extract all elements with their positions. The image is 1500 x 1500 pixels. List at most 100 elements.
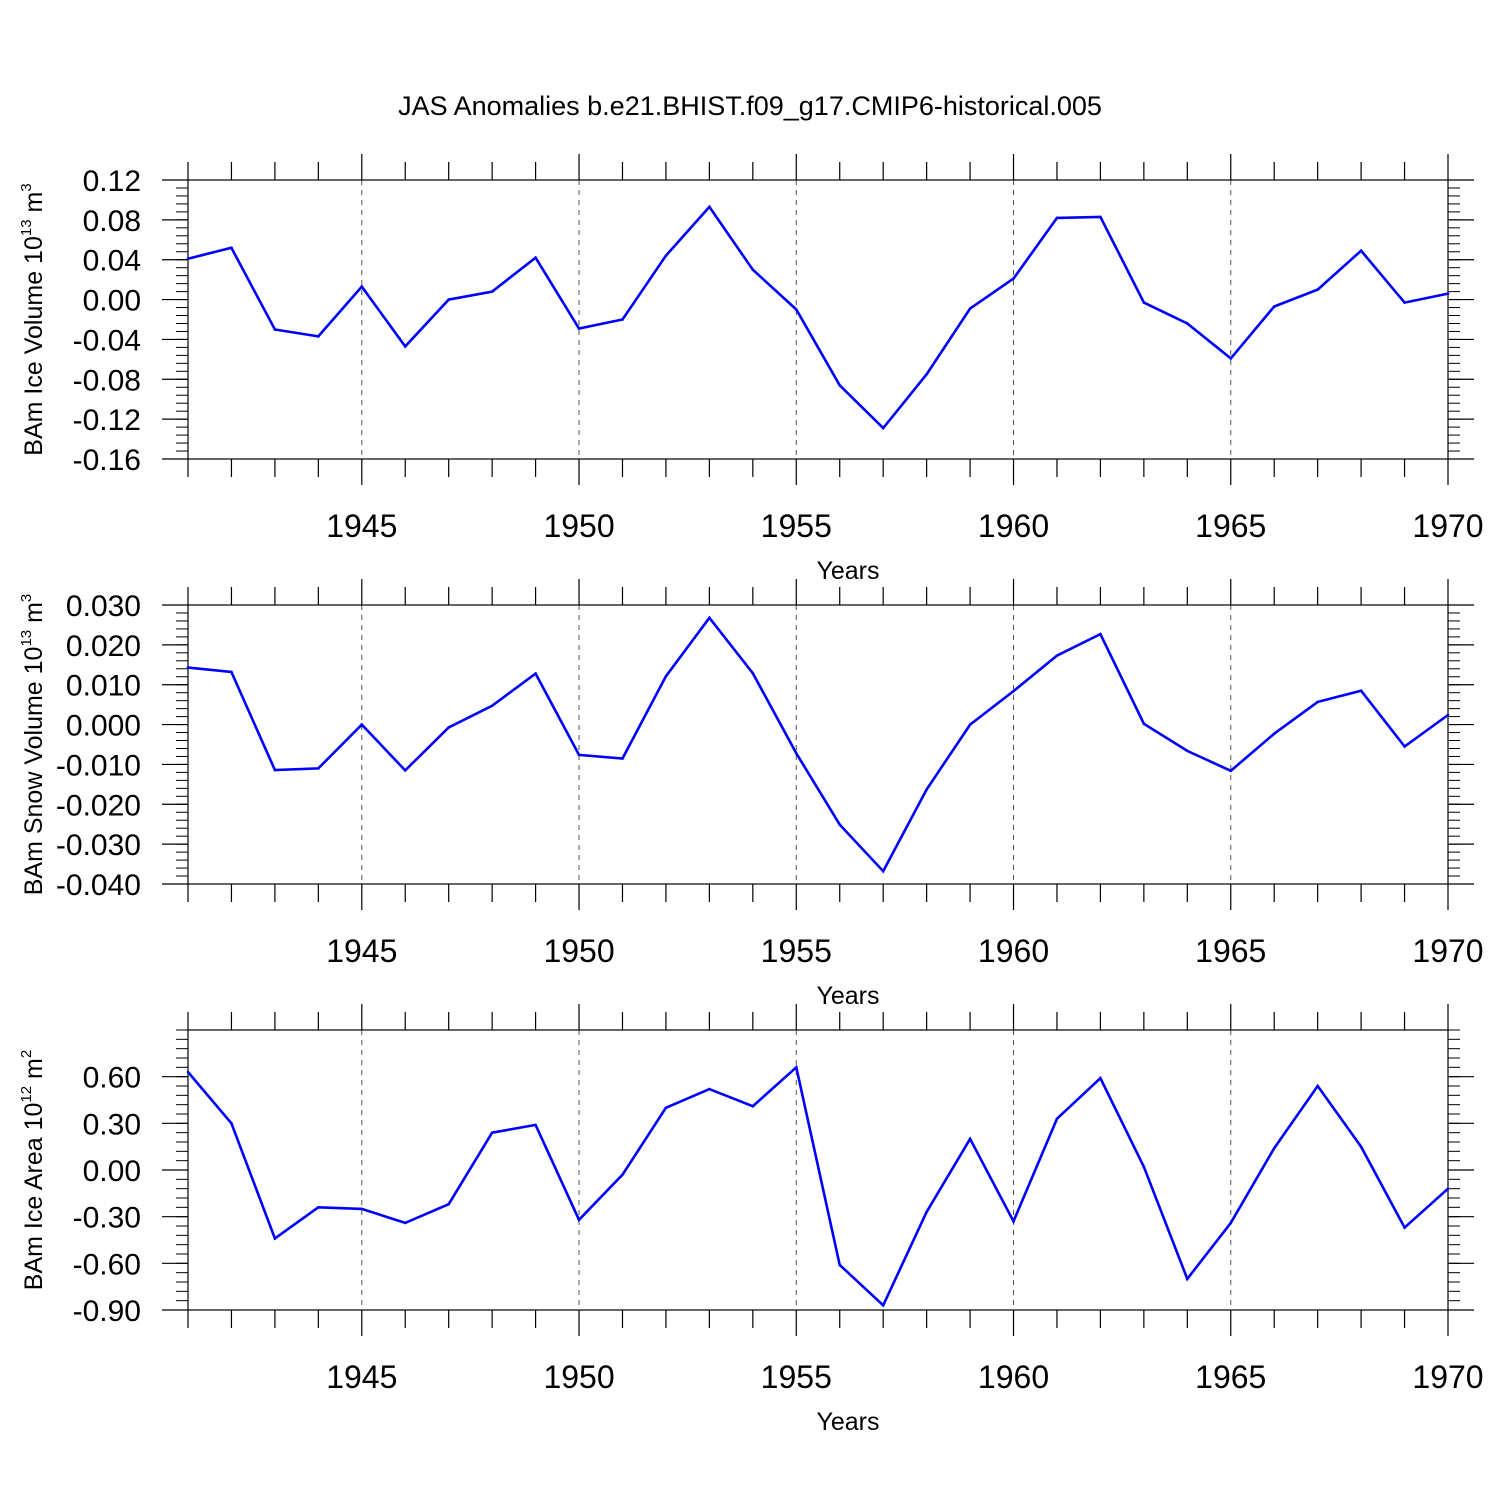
- data-point: [1142, 301, 1146, 304]
- data-point: [1229, 1221, 1233, 1225]
- data-point: [273, 1237, 277, 1240]
- data-point: [1055, 216, 1059, 220]
- data-point: [925, 788, 928, 791]
- data-point: [881, 869, 885, 873]
- series-line: [187, 204, 1449, 431]
- data-point: [490, 290, 494, 293]
- x-tick-label: 1955: [761, 508, 832, 544]
- y-tick-label: -0.12: [73, 404, 141, 437]
- data-point: [490, 1131, 494, 1134]
- data-point: [403, 1221, 407, 1225]
- data-point: [1055, 1117, 1059, 1120]
- data-point: [360, 285, 364, 288]
- data-point: [1229, 769, 1233, 773]
- y-tick-label: 0.000: [66, 710, 141, 743]
- data-point: [1446, 292, 1450, 295]
- data-point: [534, 672, 537, 675]
- y-tick-label: 0.010: [66, 670, 141, 703]
- data-point: [317, 1206, 320, 1209]
- y-axis-label: BAm Ice Volume 1013 m3: [18, 183, 48, 455]
- data-point: [1446, 713, 1450, 717]
- data-point: [794, 751, 798, 755]
- data-point: [968, 307, 972, 310]
- data-point: [1099, 1076, 1102, 1080]
- data-point: [577, 753, 581, 757]
- data-point: [1359, 689, 1363, 692]
- data-point: [1099, 632, 1102, 636]
- data-point: [403, 345, 407, 348]
- data-point: [1012, 277, 1015, 280]
- y-axis-label-part: BAm Ice Volume 10: [20, 236, 48, 456]
- y-tick-label: -0.04: [73, 324, 141, 357]
- y-axis-label-part: m: [20, 192, 48, 220]
- data-point: [230, 670, 233, 674]
- data-point: [968, 1137, 972, 1141]
- data-point: [447, 1202, 450, 1206]
- data-point: [751, 1104, 755, 1108]
- y-tick-label: -0.60: [73, 1248, 141, 1281]
- x-tick-label: 1965: [1195, 1359, 1266, 1395]
- y-axis-label-exponent: 3: [18, 594, 35, 602]
- data-point: [534, 256, 537, 260]
- y-tick-label: 0.60: [83, 1062, 141, 1095]
- data-point: [317, 335, 320, 338]
- data-point: [708, 205, 711, 209]
- x-tick-label: 1950: [543, 933, 614, 969]
- data-point: [273, 768, 277, 772]
- x-tick-label: 1945: [326, 933, 397, 969]
- x-tick-label: 1970: [1412, 508, 1483, 544]
- data-point: [230, 246, 233, 250]
- data-point: [1142, 1165, 1146, 1169]
- data-point: [621, 318, 624, 321]
- y-tick-label: -0.90: [73, 1295, 141, 1328]
- data-point: [708, 1087, 711, 1091]
- x-axis-label: Years: [816, 1408, 879, 1436]
- data-point: [794, 308, 798, 311]
- panel-2: 1945 1950 1955 1960 1965 1970 -0.040 -0.030 -0.0…: [18, 579, 1484, 1010]
- panels: 1945 1950 1955 1960 1965 1970 -0.16 -0.12 -0.08 -…: [18, 154, 1484, 1436]
- data-point: [1359, 1145, 1363, 1148]
- y-axis-label-exponent: 3: [18, 183, 35, 191]
- data-point: [1186, 1277, 1189, 1281]
- data-point: [1229, 357, 1233, 360]
- plot-frame: [187, 179, 1449, 460]
- data-point: [577, 327, 581, 330]
- data-point: [447, 726, 450, 729]
- data-point: [447, 298, 450, 301]
- data-point: [186, 666, 190, 669]
- y-tick-label: 0.00: [83, 285, 141, 318]
- x-tick-label: 1960: [978, 1359, 1049, 1395]
- data-point: [403, 769, 407, 772]
- data-point: [230, 1122, 233, 1125]
- data-point: [664, 675, 668, 678]
- plot-frame: [187, 604, 1449, 885]
- data-point: [317, 767, 320, 770]
- data-point: [1403, 1226, 1406, 1229]
- y-axis-label: BAm Ice Area 1012 m2: [18, 1050, 48, 1290]
- data-point: [1055, 654, 1059, 657]
- y-tick-label: -0.30: [73, 1202, 141, 1235]
- data-point: [838, 1263, 842, 1267]
- y-axis-label-exponent: 12: [18, 1086, 35, 1103]
- y-tick-label: 0.08: [83, 205, 141, 238]
- y-tick-label: -0.010: [56, 749, 141, 782]
- data-point: [1316, 700, 1319, 704]
- data-point: [664, 1106, 668, 1110]
- data-point: [1403, 301, 1406, 304]
- y-tick-label: 0.30: [83, 1108, 141, 1141]
- data-point: [881, 426, 885, 430]
- x-tick-label: 1970: [1412, 1359, 1483, 1395]
- data-point: [621, 757, 624, 760]
- data-point: [664, 254, 668, 258]
- x-tick-label: 1950: [543, 508, 614, 544]
- y-tick-label: -0.040: [56, 869, 141, 902]
- data-point: [1142, 722, 1146, 726]
- data-point: [751, 671, 755, 675]
- x-tick-label: 1945: [326, 508, 397, 544]
- data-point: [1099, 215, 1102, 219]
- x-axis-label: Years: [816, 557, 879, 585]
- series-line: [187, 615, 1449, 874]
- y-tick-label: -0.020: [56, 789, 141, 822]
- y-tick-label: -0.08: [73, 364, 141, 397]
